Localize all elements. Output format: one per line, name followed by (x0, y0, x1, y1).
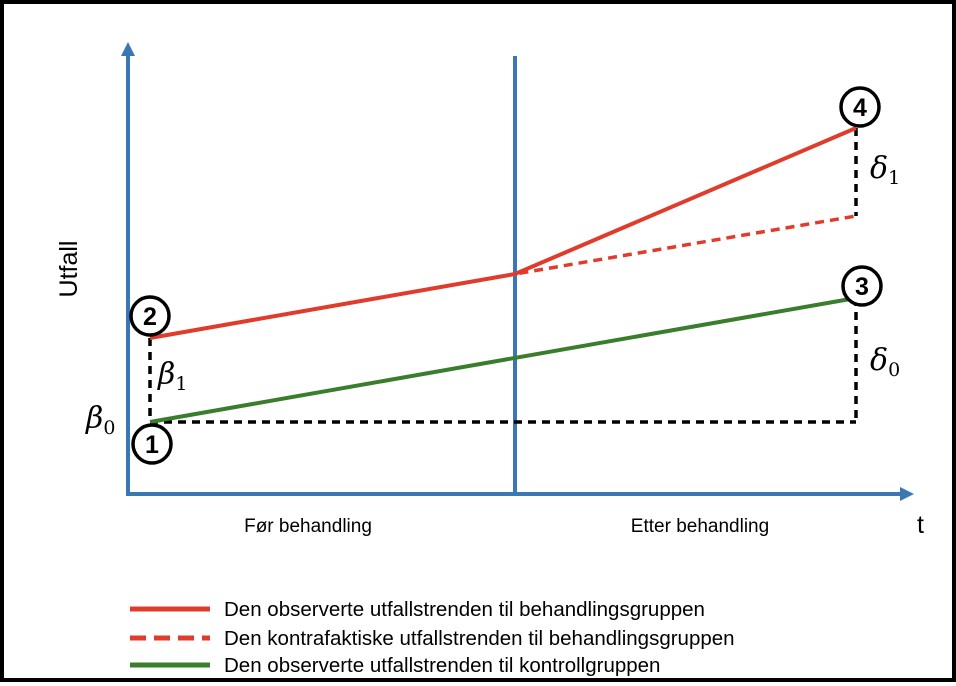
legend: Den observerte utfallstrenden til behand… (130, 598, 735, 677)
delta1-symbol: δ1 (870, 151, 900, 189)
legend-label-control-observed: Den observerte utfallstrenden til kontro… (224, 654, 660, 677)
legend-label-treatment-observed: Den observerte utfallstrenden til behand… (224, 598, 705, 621)
point-3-label: 3 (855, 273, 869, 301)
treatment-observed-trend-line (149, 126, 857, 340)
point-4-marker: 4 (839, 86, 881, 128)
point-1-label: 1 (145, 431, 159, 459)
point-1-marker: 1 (131, 423, 173, 465)
delta0-symbol: δ0 (870, 343, 900, 381)
beta1-symbol: β1 (157, 357, 187, 395)
point-4-label: 4 (853, 94, 867, 122)
point-3-marker: 3 (841, 265, 883, 307)
x-axis-label: t (917, 511, 924, 539)
diff-in-diff-diagram: 1 2 3 4 β0 β1 δ0 δ1 Utfall t Før behandl… (55, 42, 924, 677)
legend-label-counterfactual: Den kontrafaktiske utfallstrenden til be… (224, 627, 735, 650)
beta0-symbol: β0 (85, 401, 115, 439)
y-axis-arrowhead (121, 42, 135, 56)
y-axis-label: Utfall (55, 241, 83, 298)
control-trend-line (149, 296, 857, 424)
x-axis-arrowhead (900, 487, 914, 501)
period-after-label: Etter behandling (631, 516, 769, 537)
point-2-label: 2 (143, 303, 157, 331)
period-before-label: Før behandling (244, 516, 372, 537)
point-2-marker: 2 (129, 295, 171, 337)
